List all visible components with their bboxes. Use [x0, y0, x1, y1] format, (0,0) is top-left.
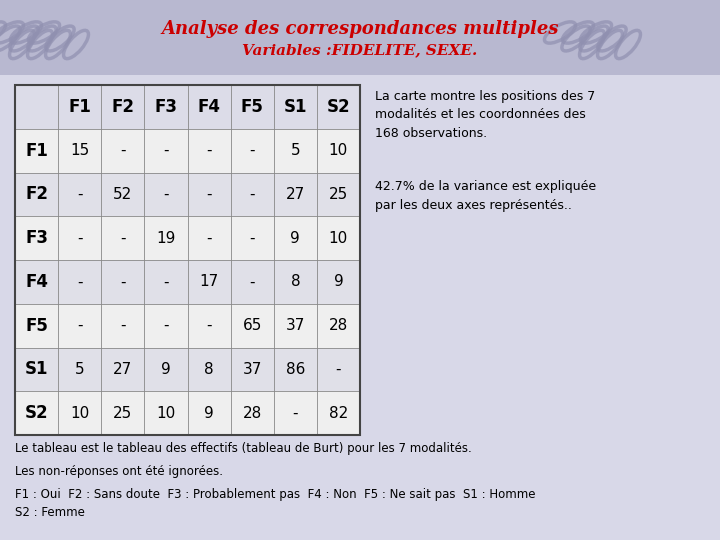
Text: 42.7% de la variance est expliquée
par les deux axes représentés..: 42.7% de la variance est expliquée par l…: [375, 180, 596, 212]
Text: -: -: [77, 318, 82, 333]
Text: 8: 8: [204, 362, 214, 377]
Text: -: -: [249, 274, 255, 289]
Text: -: -: [249, 143, 255, 158]
Text: -: -: [249, 231, 255, 246]
Text: F3: F3: [25, 229, 48, 247]
Text: -: -: [207, 143, 212, 158]
Text: -: -: [77, 231, 82, 246]
Text: -: -: [207, 318, 212, 333]
Text: 9: 9: [290, 231, 300, 246]
Text: -: -: [249, 187, 255, 202]
Text: 5: 5: [75, 362, 84, 377]
Bar: [15, 172, 360, 216]
Text: Le tableau est le tableau des effectifs (tableau de Burt) pour les 7 modalités.: Le tableau est le tableau des effectifs …: [15, 442, 472, 455]
Text: -: -: [120, 231, 125, 246]
Text: 27: 27: [286, 187, 305, 202]
Text: S1: S1: [24, 360, 48, 379]
Text: 52: 52: [113, 187, 132, 202]
Text: -: -: [77, 187, 82, 202]
Text: Variables :FIDELITE, SEXE.: Variables :FIDELITE, SEXE.: [243, 43, 477, 57]
Text: F4: F4: [25, 273, 48, 291]
Text: S2: S2: [327, 98, 350, 116]
Text: 9: 9: [161, 362, 171, 377]
Text: Analyse des correspondances multiples: Analyse des correspondances multiples: [161, 20, 559, 38]
Text: 28: 28: [243, 406, 262, 421]
Text: 10: 10: [329, 143, 348, 158]
Bar: [0, 0, 720, 75]
Text: F1: F1: [68, 98, 91, 116]
Text: F5: F5: [25, 316, 48, 335]
Text: -: -: [163, 274, 168, 289]
Text: 65: 65: [243, 318, 262, 333]
Text: -: -: [336, 362, 341, 377]
Text: 82: 82: [329, 406, 348, 421]
Bar: [15, 85, 360, 435]
Text: F1 : Oui  F2 : Sans doute  F3 : Probablement pas  F4 : Non  F5 : Ne sait pas  S1: F1 : Oui F2 : Sans doute F3 : Probableme…: [15, 488, 536, 519]
Text: 86: 86: [286, 362, 305, 377]
Text: F1: F1: [25, 141, 48, 160]
Text: F5: F5: [240, 98, 264, 116]
Text: 15: 15: [70, 143, 89, 158]
Text: 27: 27: [113, 362, 132, 377]
Text: -: -: [120, 318, 125, 333]
Text: 28: 28: [329, 318, 348, 333]
Text: 25: 25: [329, 187, 348, 202]
Bar: [15, 348, 360, 392]
Text: -: -: [292, 406, 298, 421]
Bar: [15, 85, 360, 435]
Text: F3: F3: [154, 98, 177, 116]
Text: -: -: [163, 143, 168, 158]
Text: La carte montre les positions des 7
modalités et les coordonnées des
168 observa: La carte montre les positions des 7 moda…: [375, 90, 595, 140]
Text: -: -: [207, 231, 212, 246]
Text: 5: 5: [290, 143, 300, 158]
Text: 9: 9: [333, 274, 343, 289]
Text: 10: 10: [70, 406, 89, 421]
Text: S1: S1: [284, 98, 307, 116]
Bar: [15, 392, 360, 435]
Text: -: -: [120, 143, 125, 158]
Text: 19: 19: [156, 231, 176, 246]
Text: F4: F4: [197, 98, 220, 116]
Text: S2: S2: [24, 404, 48, 422]
Text: 10: 10: [156, 406, 176, 421]
Text: 10: 10: [329, 231, 348, 246]
Text: 37: 37: [286, 318, 305, 333]
Text: 9: 9: [204, 406, 214, 421]
Text: -: -: [163, 187, 168, 202]
Text: 25: 25: [113, 406, 132, 421]
Text: 37: 37: [243, 362, 262, 377]
Text: 8: 8: [290, 274, 300, 289]
Text: 17: 17: [199, 274, 219, 289]
Text: -: -: [163, 318, 168, 333]
Text: -: -: [120, 274, 125, 289]
Text: -: -: [207, 187, 212, 202]
Bar: [15, 85, 360, 129]
Bar: [15, 216, 360, 260]
Bar: [15, 303, 360, 348]
Text: F2: F2: [25, 185, 48, 204]
Bar: [15, 129, 360, 172]
Text: F2: F2: [112, 98, 135, 116]
Bar: [15, 260, 360, 303]
Text: -: -: [77, 274, 82, 289]
Text: Les non-réponses ont été ignorées.: Les non-réponses ont été ignorées.: [15, 465, 223, 478]
